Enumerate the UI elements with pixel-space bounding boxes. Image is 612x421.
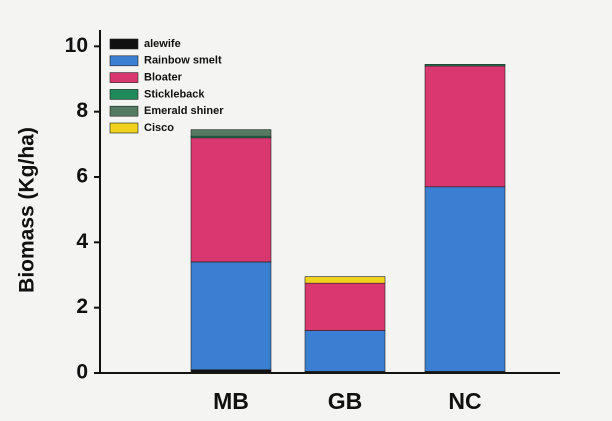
y-tick-label: 2 xyxy=(76,295,88,318)
legend-label: alewife xyxy=(144,38,181,50)
legend-swatch xyxy=(109,122,139,134)
legend-swatch xyxy=(109,105,139,117)
bar-segment xyxy=(190,137,272,263)
bar-segment xyxy=(304,330,386,372)
legend-label: Rainbow smelt xyxy=(144,55,222,67)
y-tick-label: 8 xyxy=(76,99,88,122)
bar-segment xyxy=(304,282,386,331)
y-tick-label: 6 xyxy=(76,165,88,188)
bar-segment xyxy=(190,369,272,374)
bar-segment xyxy=(190,261,272,371)
x-tick-label: GB xyxy=(328,388,363,414)
bar-segment xyxy=(304,276,386,284)
legend-swatch xyxy=(109,72,139,83)
legend-swatch xyxy=(109,55,139,67)
legend-swatch xyxy=(109,38,139,50)
bar-segment xyxy=(424,64,506,67)
legend-label: Stickleback xyxy=(144,88,205,100)
y-tick-label: 10 xyxy=(65,34,88,57)
bar-segment xyxy=(190,129,272,137)
bar-segment xyxy=(424,186,506,372)
y-tick-label: 4 xyxy=(76,230,88,253)
legend-swatch xyxy=(109,89,139,100)
x-tick-label: MB xyxy=(213,388,249,414)
bar-segment xyxy=(424,65,506,188)
y-tick-label: 0 xyxy=(76,361,88,384)
x-tick-label: NC xyxy=(448,388,481,414)
legend-label: Emerald shiner xyxy=(144,105,224,117)
legend-label: Cisco xyxy=(144,122,174,134)
legend-label: Bloater xyxy=(144,72,183,84)
y-axis-label: Biomass (Kg/ha) xyxy=(16,127,39,293)
